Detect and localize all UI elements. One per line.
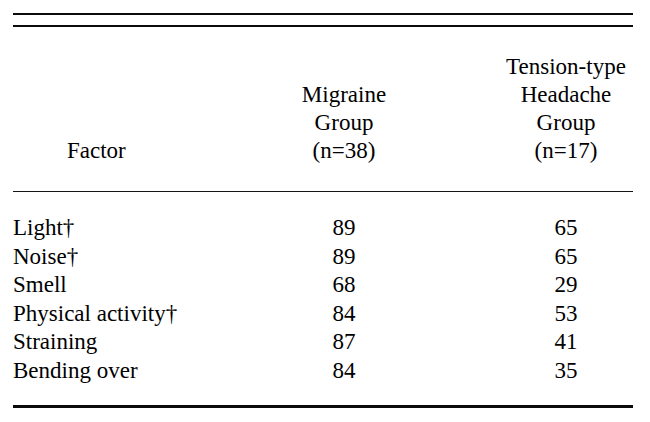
table-row: Noise† 89 65 [13,243,633,272]
table-top-double-rule [13,13,633,27]
tension-value-cell: 65 [499,214,633,243]
factor-cell: Straining [13,328,189,357]
migraine-value-cell: 84 [189,357,499,386]
tension-value-cell: 29 [499,271,633,300]
tension-value-cell: 65 [499,243,633,272]
migraine-value-cell: 68 [189,271,499,300]
migraine-value-cell: 89 [189,214,499,243]
tension-value-cell: 41 [499,328,633,357]
factor-cell: Physical activity† [13,300,189,329]
table-row: Light† 89 65 [13,214,633,243]
table-row: Physical activity† 84 53 [13,300,633,329]
factor-cell: Bending over [13,357,189,386]
column-header-factor: Factor [13,137,189,165]
migraine-value-cell: 89 [189,243,499,272]
factor-cell: Noise† [13,243,189,272]
migraine-value-cell: 84 [189,300,499,329]
table-bottom-rule [13,405,633,408]
column-header-migraine-group: Migraine Group (n=38) [189,81,499,165]
table-row: Bending over 84 35 [13,357,633,386]
paper-table-page: Factor Migraine Group (n=38) Tension-typ… [0,0,650,422]
tension-value-cell: 53 [499,300,633,329]
tension-value-cell: 35 [499,357,633,386]
column-header-tension-type-group: Tension-type Headache Group (n=17) [499,53,633,165]
factor-cell: Smell [13,271,189,300]
factor-cell: Light† [13,214,189,243]
table-row: Smell 68 29 [13,271,633,300]
table-row: Straining 87 41 [13,328,633,357]
table-header-row: Factor Migraine Group (n=38) Tension-typ… [13,27,633,165]
migraine-value-cell: 87 [189,328,499,357]
table-body: Light† 89 65 Noise† 89 65 Smell 68 29 Ph… [13,192,633,385]
